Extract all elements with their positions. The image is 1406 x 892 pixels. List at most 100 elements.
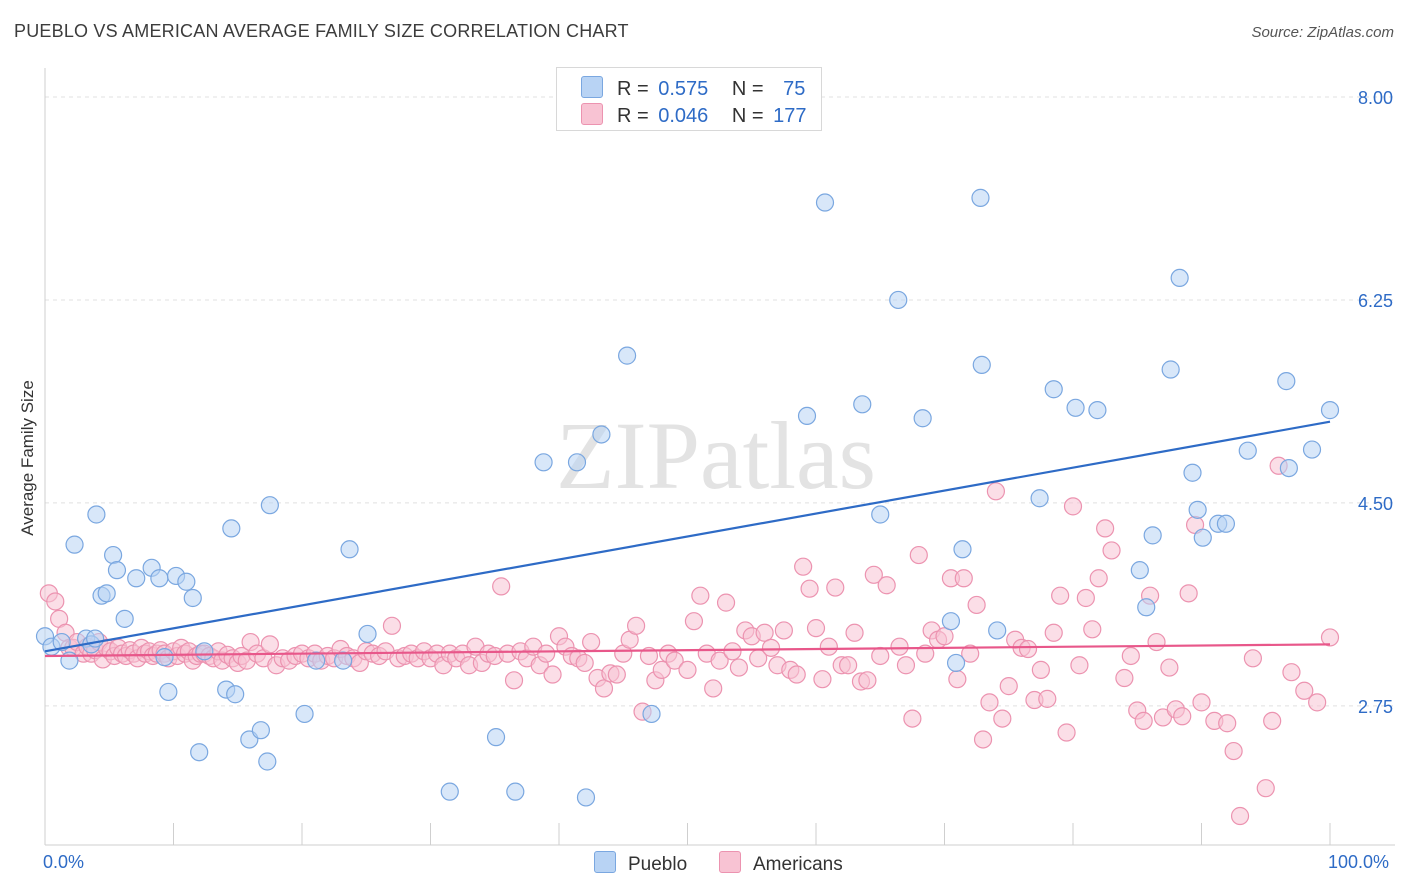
americans-swatch: [581, 103, 603, 125]
data-point: [486, 728, 506, 747]
data-point: [358, 624, 377, 644]
data-point: [916, 644, 935, 663]
data-point: [889, 290, 908, 310]
data-point: [260, 496, 279, 515]
data-point: [1302, 440, 1322, 459]
data-point: [543, 665, 562, 684]
data-point: [1031, 660, 1050, 679]
data-point: [1183, 463, 1202, 482]
data-point: [226, 685, 245, 704]
data-point: [794, 557, 813, 576]
data-point: [993, 709, 1012, 728]
legend-item-pueblo: Pueblo: [594, 851, 687, 876]
axes: [44, 68, 1395, 846]
data-point: [839, 656, 858, 675]
data-point: [1160, 658, 1179, 677]
data-point: [1188, 500, 1207, 519]
y-tick-label: 6.25: [1358, 291, 1393, 311]
data-point: [307, 651, 326, 670]
data-point: [1161, 360, 1180, 379]
data-point: [260, 635, 279, 654]
data-point: [537, 644, 556, 663]
data-point: [946, 653, 966, 673]
data-point: [87, 505, 106, 524]
data-point: [877, 576, 896, 595]
data-point: [1192, 693, 1211, 712]
n-value: 177: [773, 105, 807, 127]
data-point: [46, 592, 65, 611]
data-point: [954, 569, 973, 588]
data-point: [1320, 628, 1340, 647]
pueblo-points: [35, 188, 1340, 807]
data-point: [382, 616, 402, 635]
data-point: [1216, 514, 1236, 533]
data-point: [1243, 649, 1263, 668]
pueblo-swatch: [594, 851, 616, 873]
data-point: [340, 540, 359, 559]
x-tick-max: 100.0%: [1328, 852, 1390, 872]
data-point: [567, 453, 587, 472]
data-point: [65, 535, 84, 554]
data-point: [1102, 541, 1121, 560]
data-point: [190, 743, 209, 762]
data-point: [506, 782, 525, 801]
legend-item-americans: Americans: [719, 851, 843, 876]
data-point: [858, 671, 877, 690]
data-point: [800, 579, 819, 598]
data-point: [913, 409, 932, 428]
correlation-legend: R = 0.575 N = 75 R = 0.046 N = 177: [556, 67, 822, 131]
data-point: [1238, 441, 1257, 460]
data-point: [1282, 663, 1301, 682]
y-tick-label: 8.00: [1358, 88, 1393, 108]
data-point: [986, 482, 1006, 501]
data-point: [626, 616, 646, 635]
data-point: [806, 619, 826, 638]
data-point: [903, 709, 922, 728]
data-point: [909, 545, 928, 565]
data-point: [575, 653, 594, 673]
americans-trend-line: [44, 643, 1331, 658]
y-tick-label: 2.75: [1358, 697, 1393, 717]
data-point: [871, 505, 890, 524]
data-point: [1115, 668, 1134, 688]
data-point: [1230, 806, 1250, 826]
data-point: [797, 406, 817, 426]
data-point: [1066, 398, 1085, 417]
data-point: [607, 665, 626, 684]
data-point: [729, 658, 749, 677]
data-point: [642, 704, 661, 724]
data-point: [755, 623, 774, 642]
data-point: [440, 782, 459, 801]
data-point: [127, 569, 146, 588]
data-point: [1179, 584, 1198, 603]
data-point: [972, 355, 991, 374]
data-point: [953, 540, 972, 559]
data-point: [1070, 656, 1089, 675]
source-credit: Source: ZipAtlas.com: [1251, 24, 1394, 41]
data-point: [1173, 707, 1192, 726]
data-point: [1044, 380, 1063, 399]
data-point: [678, 660, 697, 679]
data-point: [1193, 528, 1212, 547]
americans-points: [39, 456, 1340, 826]
data-point: [97, 584, 116, 603]
r-value: 0.046: [658, 105, 709, 127]
data-point: [115, 609, 134, 628]
data-point: [1153, 708, 1173, 727]
data-point: [492, 577, 511, 596]
data-point: [961, 644, 980, 663]
data-point: [935, 627, 954, 646]
r-label: R =: [617, 78, 649, 100]
data-point: [1076, 588, 1095, 608]
n-label: N =: [731, 78, 764, 100]
data-point: [826, 578, 845, 597]
data-point: [1147, 632, 1166, 652]
data-point: [971, 188, 990, 207]
data-point: [1018, 639, 1038, 659]
pueblo-swatch: [581, 76, 603, 98]
data-point: [774, 621, 793, 640]
data-point: [1096, 519, 1115, 538]
data-point: [652, 660, 671, 679]
data-point: [1320, 401, 1340, 420]
data-point: [1083, 620, 1102, 639]
